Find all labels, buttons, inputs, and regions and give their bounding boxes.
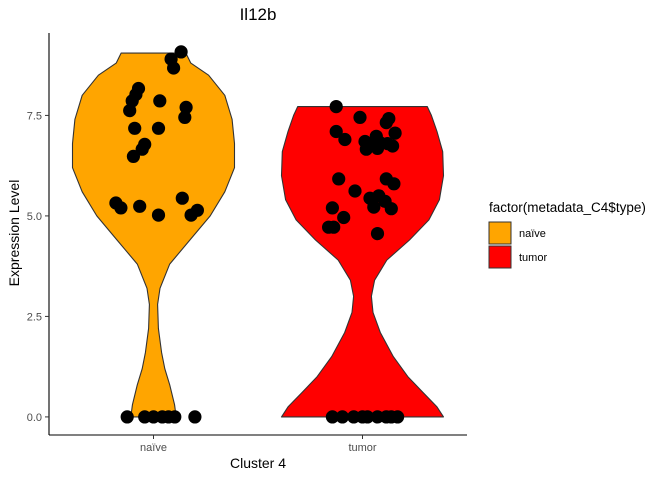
violin-layer	[71, 52, 445, 418]
violin-tumor	[280, 106, 445, 418]
data-point	[332, 172, 346, 186]
data-point	[128, 121, 142, 135]
data-point	[388, 126, 402, 140]
x-tick-label: tumor	[348, 442, 376, 454]
data-point	[353, 110, 367, 124]
x-axis-ticks: naïve tumor	[140, 435, 377, 454]
data-point	[387, 177, 401, 191]
data-point	[151, 208, 166, 222]
point-layer	[109, 45, 405, 424]
data-point	[382, 112, 396, 126]
data-point	[370, 227, 385, 241]
data-point	[114, 201, 128, 215]
data-point	[329, 100, 343, 114]
y-tick-label: 0.0	[27, 412, 42, 424]
data-point	[126, 149, 140, 163]
y-tick-label: 2.5	[27, 311, 42, 323]
data-point	[190, 203, 204, 217]
y-axis-ticks: 0.0 2.5 5.0 7.5	[27, 110, 49, 424]
data-point	[370, 141, 385, 155]
data-point	[348, 184, 362, 198]
data-point	[325, 201, 339, 215]
legend-title: factor(metadata_C4$type)	[489, 200, 646, 215]
data-point	[175, 191, 189, 205]
data-point	[391, 410, 405, 424]
y-axis-label: Expression Level	[6, 180, 22, 287]
legend-swatch	[488, 221, 512, 245]
data-point	[138, 137, 152, 151]
data-point	[120, 410, 134, 424]
legend-label: tumor	[519, 252, 547, 264]
data-point	[337, 210, 351, 225]
y-tick-label: 5.0	[27, 211, 42, 223]
data-point	[133, 199, 147, 213]
data-point	[384, 202, 398, 216]
data-point	[188, 410, 202, 424]
data-point	[164, 52, 178, 66]
data-point	[338, 132, 352, 147]
violin-naive	[71, 52, 236, 418]
data-point	[381, 137, 395, 151]
data-point	[131, 81, 146, 96]
data-point	[168, 410, 182, 424]
data-point	[174, 45, 188, 59]
data-point	[178, 110, 192, 124]
legend-label: naïve	[519, 228, 546, 240]
data-point	[151, 121, 166, 135]
data-point	[329, 124, 343, 139]
data-point	[335, 410, 349, 424]
data-point	[360, 410, 375, 424]
x-axis-label: Cluster 4	[230, 455, 286, 471]
legend-swatch	[488, 245, 512, 269]
data-point	[325, 410, 339, 424]
y-tick-label: 7.5	[27, 110, 42, 122]
x-tick-label: naïve	[140, 442, 167, 454]
data-point	[179, 100, 193, 114]
data-point	[153, 94, 167, 108]
data-point	[327, 220, 341, 234]
chart-title: Il12b	[240, 5, 277, 24]
legend: factor(metadata_C4$type) naïve tumor	[488, 200, 646, 269]
data-point	[367, 200, 381, 214]
